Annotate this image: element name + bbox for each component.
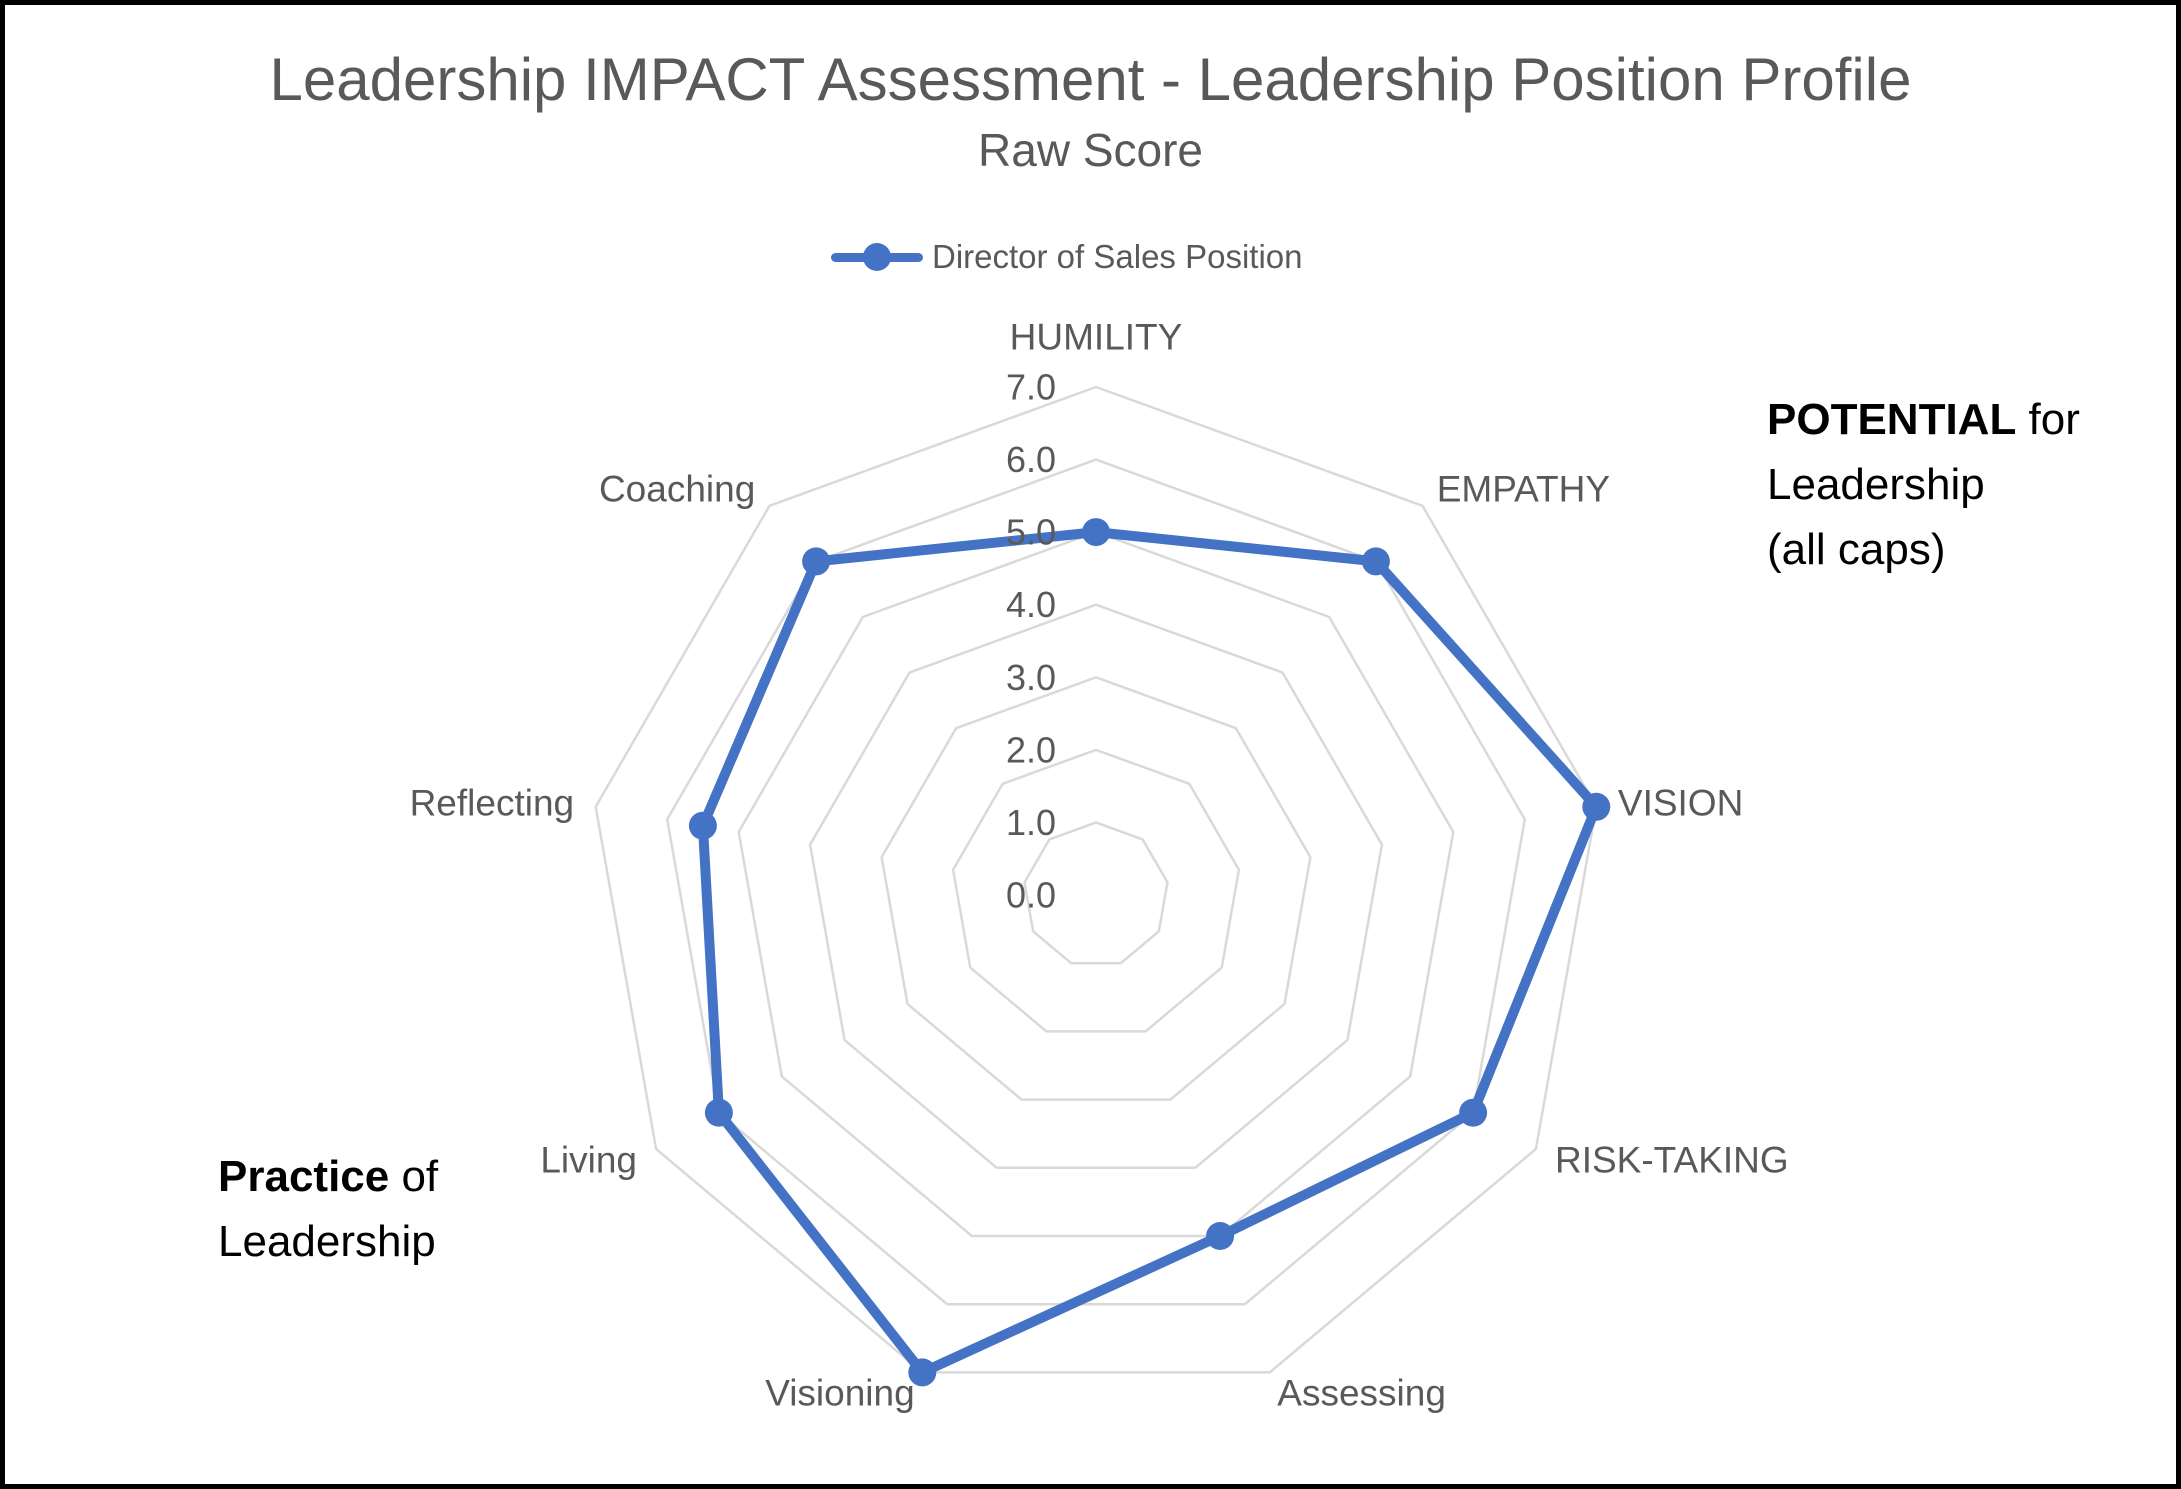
radar-chart: 0.0 1.0 2.0 3.0 4.0 5.0 6.0 7.0 HUMILITY EMPATHY… [410,317,1789,1414]
axis-tick-label: 5.0 [1006,512,1056,553]
annotation-practice-rest: of [389,1152,439,1201]
grid-ring [1023,821,1169,965]
data-point-marker [802,547,831,576]
annotation-potential-bold: POTENTIAL [1767,395,2017,444]
grid-ring [880,676,1312,1101]
grid-ring [594,385,1598,1374]
category-label: Visioning [765,1373,914,1414]
category-label: EMPATHY [1437,469,1610,510]
category-label: VISION [1618,783,1743,824]
axis-tick-label: 7.0 [1006,367,1056,408]
data-point-marker [688,811,717,840]
data-point-marker [1082,518,1110,547]
axis-tick-label: 1.0 [1006,802,1056,843]
grid-rings [594,385,1598,1374]
series-layer [688,518,1611,1387]
annotation-potential-line2: Leadership [1767,460,1985,509]
annotation-potential-rest: for [2016,395,2080,444]
data-point-marker [704,1098,733,1127]
category-labels: HUMILITY EMPATHY VISION RISK-TAKING Assessin… [410,317,1789,1414]
category-label: Reflecting [410,783,575,824]
data-point-marker [1459,1098,1488,1127]
grid-ring [737,530,1455,1238]
category-label: Assessing [1277,1373,1446,1414]
category-label: RISK-TAKING [1555,1140,1789,1181]
annotation-practice-bold: Practice [218,1152,390,1201]
category-label: Living [540,1140,637,1181]
axis-tick-label: 6.0 [1006,439,1056,480]
data-point-marker [1206,1222,1235,1250]
axis-tick-label: 0.0 [1006,875,1056,916]
category-label: Coaching [599,469,755,510]
chart-title: Leadership IMPACT Assessment - Leadershi… [269,46,1912,113]
data-point-marker [908,1358,937,1387]
legend-series-label: Director of Sales Position [932,238,1303,275]
chart-subtitle: Raw Score [978,124,1203,176]
category-label: HUMILITY [1010,317,1183,358]
axis-tick-label: 4.0 [1006,584,1056,625]
axis-tick-label: 2.0 [1006,729,1056,770]
annotation-practice-line2: Leadership [218,1217,436,1266]
annotation-practice: Practice of Leadership [218,1144,438,1274]
data-point-marker [1582,792,1611,821]
axis-tick-label: 3.0 [1006,657,1056,698]
series-polygon [697,527,1602,1378]
legend-dot-swatch [863,243,891,271]
grid-ring [665,458,1527,1306]
axis-tick-labels: 0.0 1.0 2.0 3.0 4.0 5.0 6.0 7.0 [1006,367,1056,916]
legend-marker-icon [831,243,923,271]
data-point-marker [1361,547,1390,576]
annotation-potential-line3: (all caps) [1767,525,1946,574]
grid-ring [951,748,1241,1033]
legend: Director of Sales Position [831,237,1303,277]
grid-ring [808,603,1384,1170]
annotation-potential: POTENTIAL for Leadership (all caps) [1767,387,2080,582]
